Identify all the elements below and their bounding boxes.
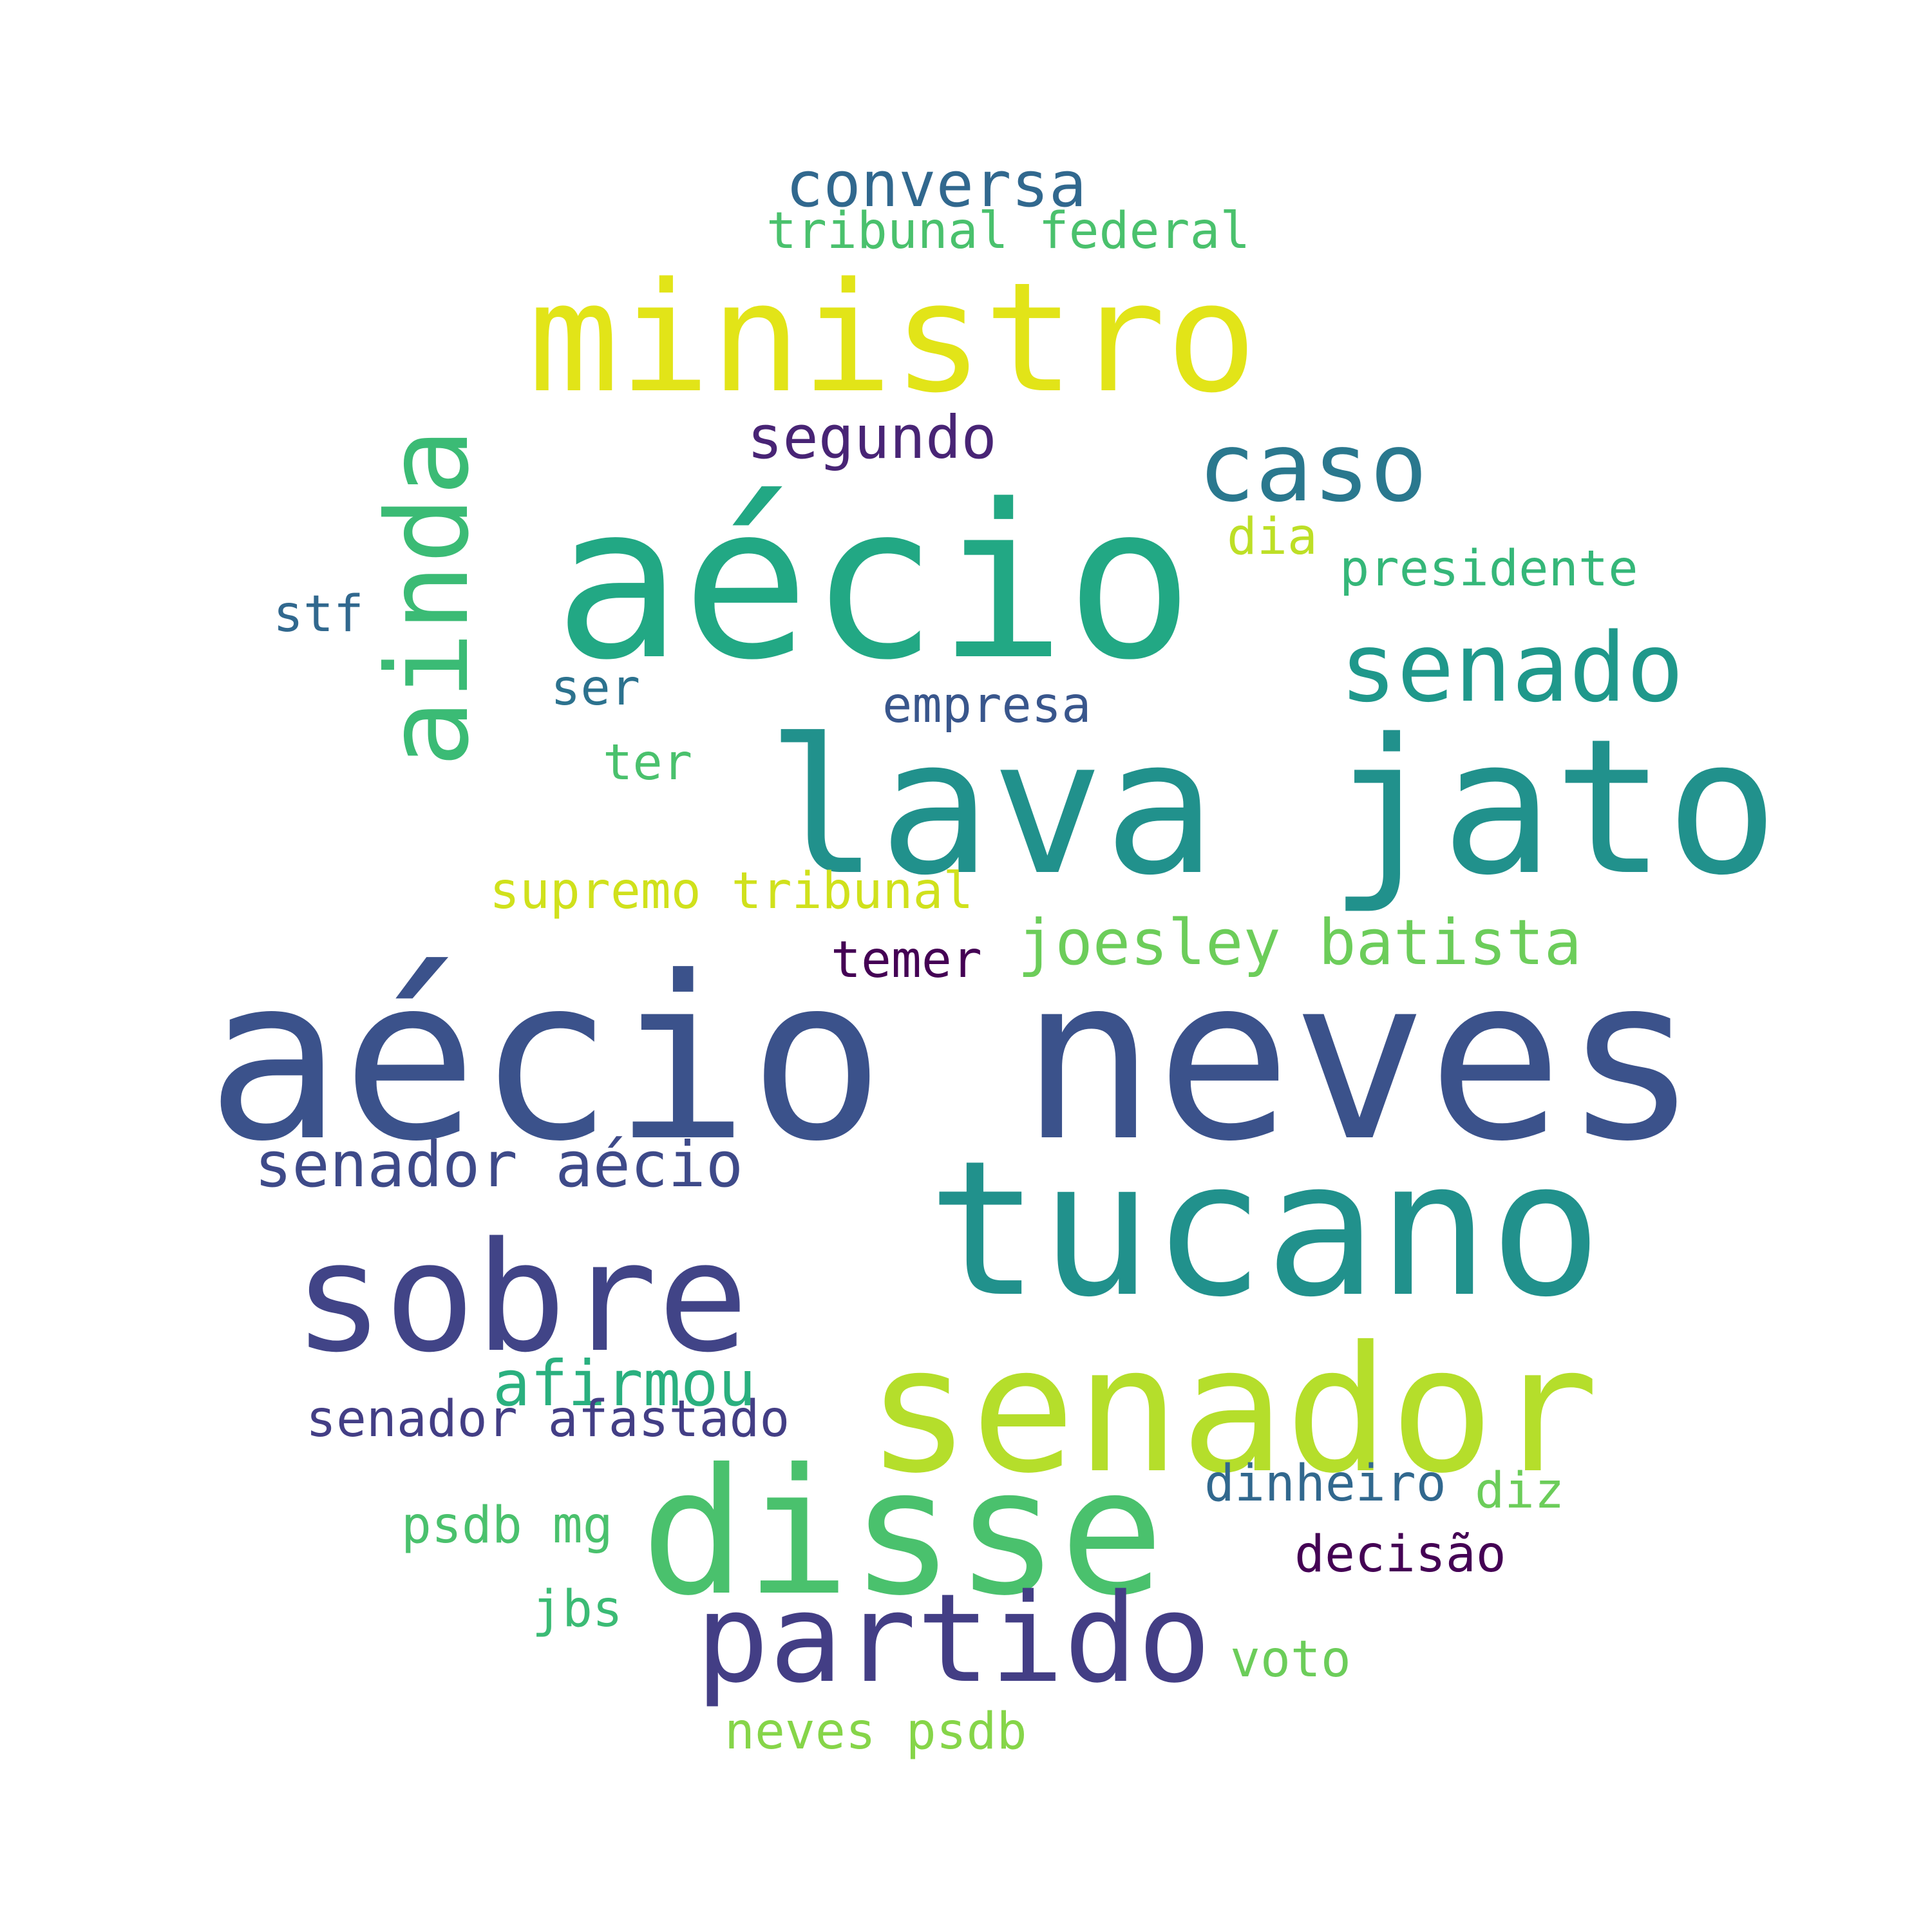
word-presidente: presidente	[1340, 540, 1638, 598]
word-jbs: jbs	[532, 1580, 623, 1638]
word-lava-jato: lava jato	[766, 699, 1779, 916]
word-ainda: ainda	[363, 428, 494, 768]
word-aecio: aécio	[554, 459, 1194, 706]
word-senador: senador	[866, 1309, 1599, 1511]
word-stf: stf	[273, 585, 364, 643]
word-dia: dia	[1227, 508, 1318, 566]
word-ter: ter	[603, 734, 693, 791]
word-joesley-batista: joesley batista	[1018, 906, 1582, 979]
word-senado: senado	[1340, 612, 1684, 723]
word-sobre: sobre	[293, 1210, 749, 1386]
word-senador-aecio: senador aécio	[254, 1128, 744, 1201]
word-dinheiro: dinheiro	[1204, 1455, 1446, 1513]
word-conversa: conversa	[786, 148, 1087, 221]
word-voto: voto	[1230, 1631, 1351, 1689]
word-neves-psdb: neves psdb	[724, 1703, 1027, 1761]
word-decisao: decisão	[1294, 1526, 1506, 1584]
word-tribunal-federal: tribunal federal	[766, 202, 1251, 260]
word-caso: caso	[1198, 412, 1428, 523]
word-disse: disse	[641, 1431, 1164, 1634]
word-diz: diz	[1475, 1463, 1565, 1520]
word-aecio-neves: aécio neves	[206, 928, 1699, 1191]
word-senador-afastado: senador afastado	[306, 1390, 790, 1448]
word-segundo: segundo	[747, 403, 997, 472]
word-ministro: ministro	[528, 251, 1257, 426]
word-supremo-tribunal: supremo tribunal	[489, 862, 974, 920]
word-psdb-mg: psdb mg	[401, 1497, 613, 1555]
word-afirmou: afirmou	[493, 1347, 756, 1420]
word-tucano: tucano	[927, 1121, 1602, 1338]
word-ser: ser	[551, 659, 641, 717]
word-empresa: empresa	[882, 677, 1092, 734]
word-partido: partido	[696, 1567, 1211, 1710]
word-temer: temer	[831, 931, 982, 989]
